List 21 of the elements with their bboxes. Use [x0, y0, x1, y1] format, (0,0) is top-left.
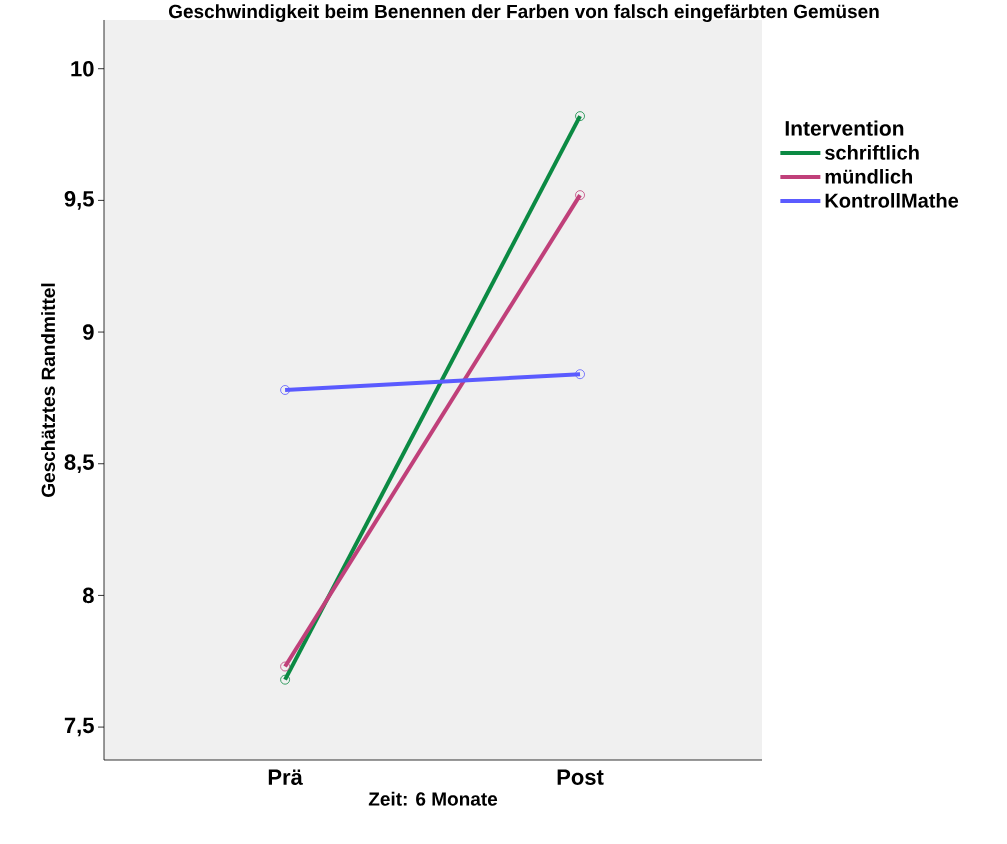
point	[280, 674, 290, 685]
chart-title: Geschwindigkeit beim Benennen der Farben von falsch eingefärbten Gemüsen	[168, 4, 879, 22]
y-axis-title: Geschätztes Randmittel	[41, 283, 56, 497]
legend-label: KontrollMathe	[825, 193, 959, 208]
y-tick-label: 8,5	[64, 454, 94, 474]
y-tick-label: 9	[83, 324, 94, 340]
legend-label: mündlich	[825, 169, 913, 184]
legend-title: Intervention	[785, 120, 904, 136]
x-tick-label: Prä	[268, 769, 303, 785]
point	[575, 111, 585, 122]
x-tick-label: Post	[557, 769, 604, 785]
y-tick-label: 7,5	[64, 717, 94, 737]
point	[575, 190, 585, 201]
point	[575, 369, 585, 380]
x-axis-title: Zeit: 6 Monate	[368, 791, 498, 806]
y-tick-label: 10	[71, 60, 94, 77]
point	[280, 385, 290, 395]
y-tick-label: 8	[82, 587, 94, 604]
y-tick-label: 9,5	[64, 191, 94, 210]
legend-label: schriftlich	[825, 145, 919, 160]
point	[280, 661, 290, 672]
